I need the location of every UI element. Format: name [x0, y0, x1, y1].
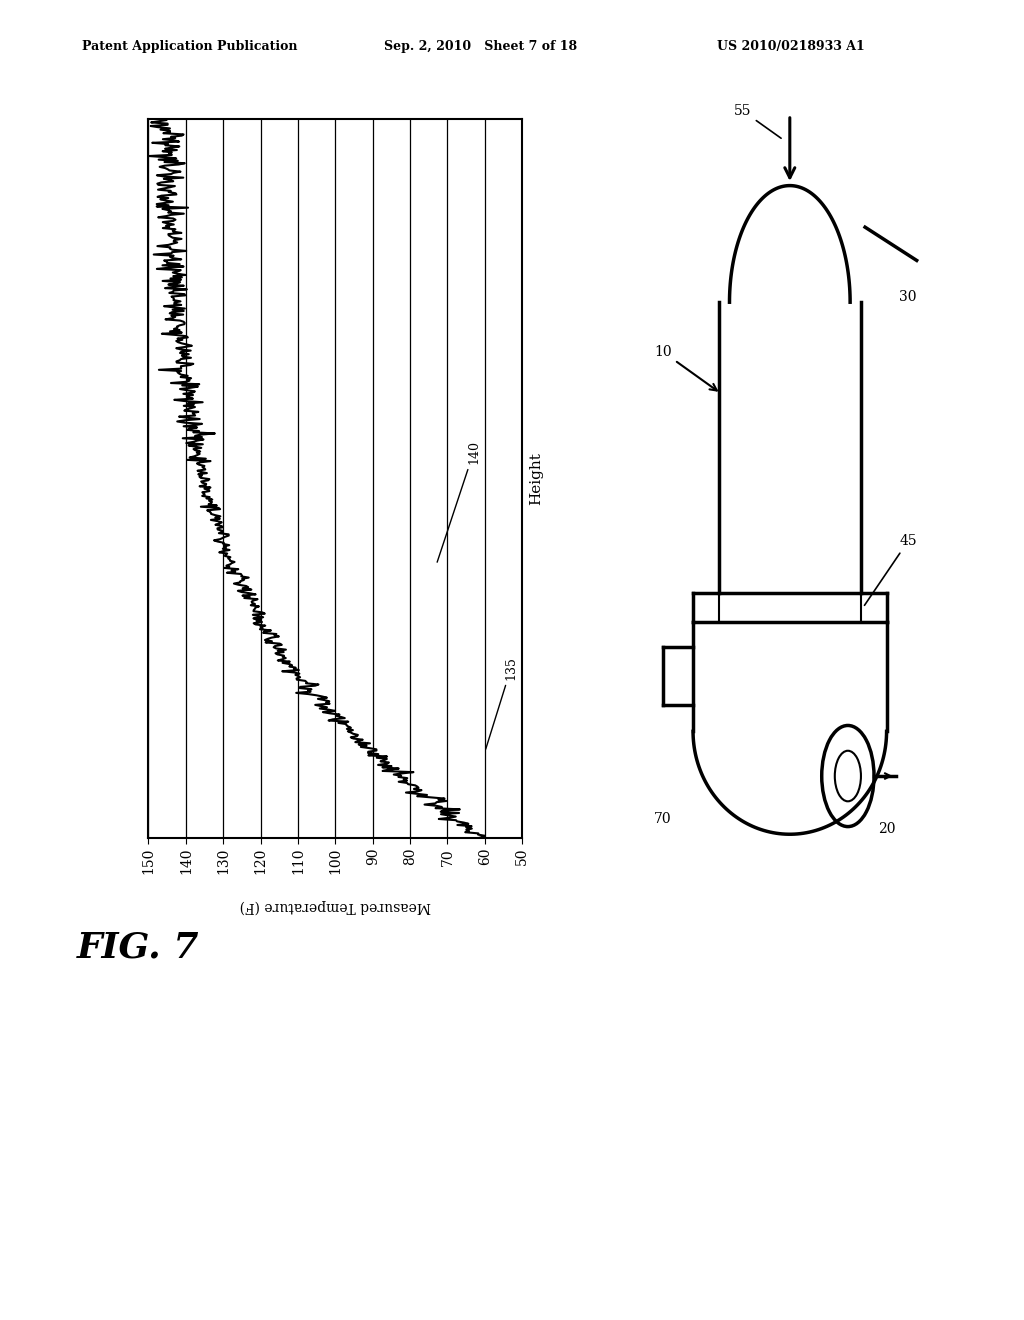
X-axis label: Measured Temperature (F): Measured Temperature (F) [240, 899, 431, 913]
Y-axis label: Height: Height [529, 451, 543, 506]
Text: 30: 30 [899, 289, 916, 304]
Text: 140: 140 [437, 440, 480, 562]
Text: 55: 55 [734, 104, 781, 139]
Text: Sep. 2, 2010   Sheet 7 of 18: Sep. 2, 2010 Sheet 7 of 18 [384, 40, 578, 53]
Text: 45: 45 [864, 535, 916, 606]
Text: 135: 135 [485, 656, 517, 750]
Text: 70: 70 [654, 812, 672, 826]
Text: 10: 10 [654, 345, 717, 391]
Text: Patent Application Publication: Patent Application Publication [82, 40, 297, 53]
Text: 20: 20 [879, 822, 896, 836]
Text: US 2010/0218933 A1: US 2010/0218933 A1 [717, 40, 864, 53]
Text: FIG. 7: FIG. 7 [77, 931, 200, 965]
